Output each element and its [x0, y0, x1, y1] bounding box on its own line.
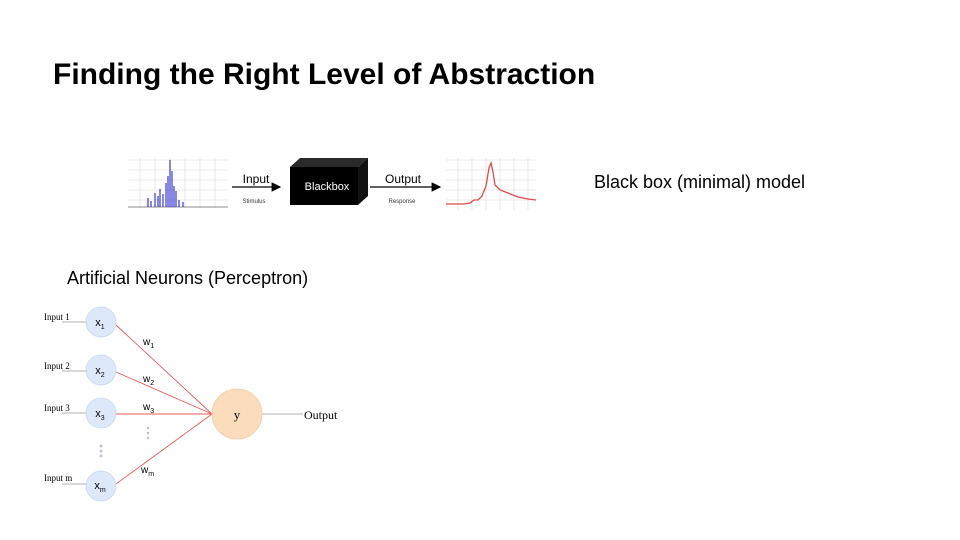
slide-title: Finding the Right Level of Abstraction [53, 58, 596, 91]
perceptron-output-label: Output [304, 408, 338, 422]
input-nodes [85, 306, 117, 502]
input-label-m: Input m [44, 473, 72, 483]
weight-label-2: w2 [142, 374, 154, 387]
input-node-2 [85, 354, 117, 386]
input-node-3 [85, 397, 117, 429]
weight-label-3: w3 [142, 402, 154, 415]
input-node-1 [85, 306, 117, 338]
node-label-1: x1 [95, 317, 105, 331]
blackbox-block [290, 158, 368, 205]
perceptron-edges [62, 321, 303, 485]
input-label-2: Input 2 [44, 361, 70, 371]
input-node-m [85, 470, 117, 502]
stimulus-plot [128, 158, 228, 208]
input-node-labels: x1 x2 x3 xm [94, 317, 106, 494]
blackbox-caption: Black box (minimal) model [594, 172, 806, 192]
response-label: Response [388, 199, 416, 205]
weight-label-1: w1 [142, 337, 154, 350]
weight-ellipsis [146, 426, 150, 440]
output-node-label: y [234, 407, 241, 422]
response-plot [446, 158, 537, 210]
output-label: Output [385, 172, 422, 186]
blackbox-label: Blackbox [305, 181, 350, 193]
input-label-3: Input 3 [44, 403, 70, 413]
node-label-m: xm [94, 480, 106, 494]
input-labels: Input 1 Input 2 Input 3 Input m [44, 312, 72, 483]
node-label-2: x2 [95, 365, 105, 379]
stimulus-label: Stimulus [242, 199, 265, 205]
weight-label-m: wm [140, 465, 154, 478]
input-ellipsis [99, 444, 103, 458]
weight-labels: w1 w2 w3 wm [140, 337, 154, 478]
input-label-1: Input 1 [44, 312, 70, 322]
node-label-3: x3 [95, 408, 105, 422]
perceptron-caption: Artificial Neurons (Perceptron) [67, 268, 309, 288]
input-label: Input [243, 172, 270, 186]
output-node [211, 388, 263, 440]
